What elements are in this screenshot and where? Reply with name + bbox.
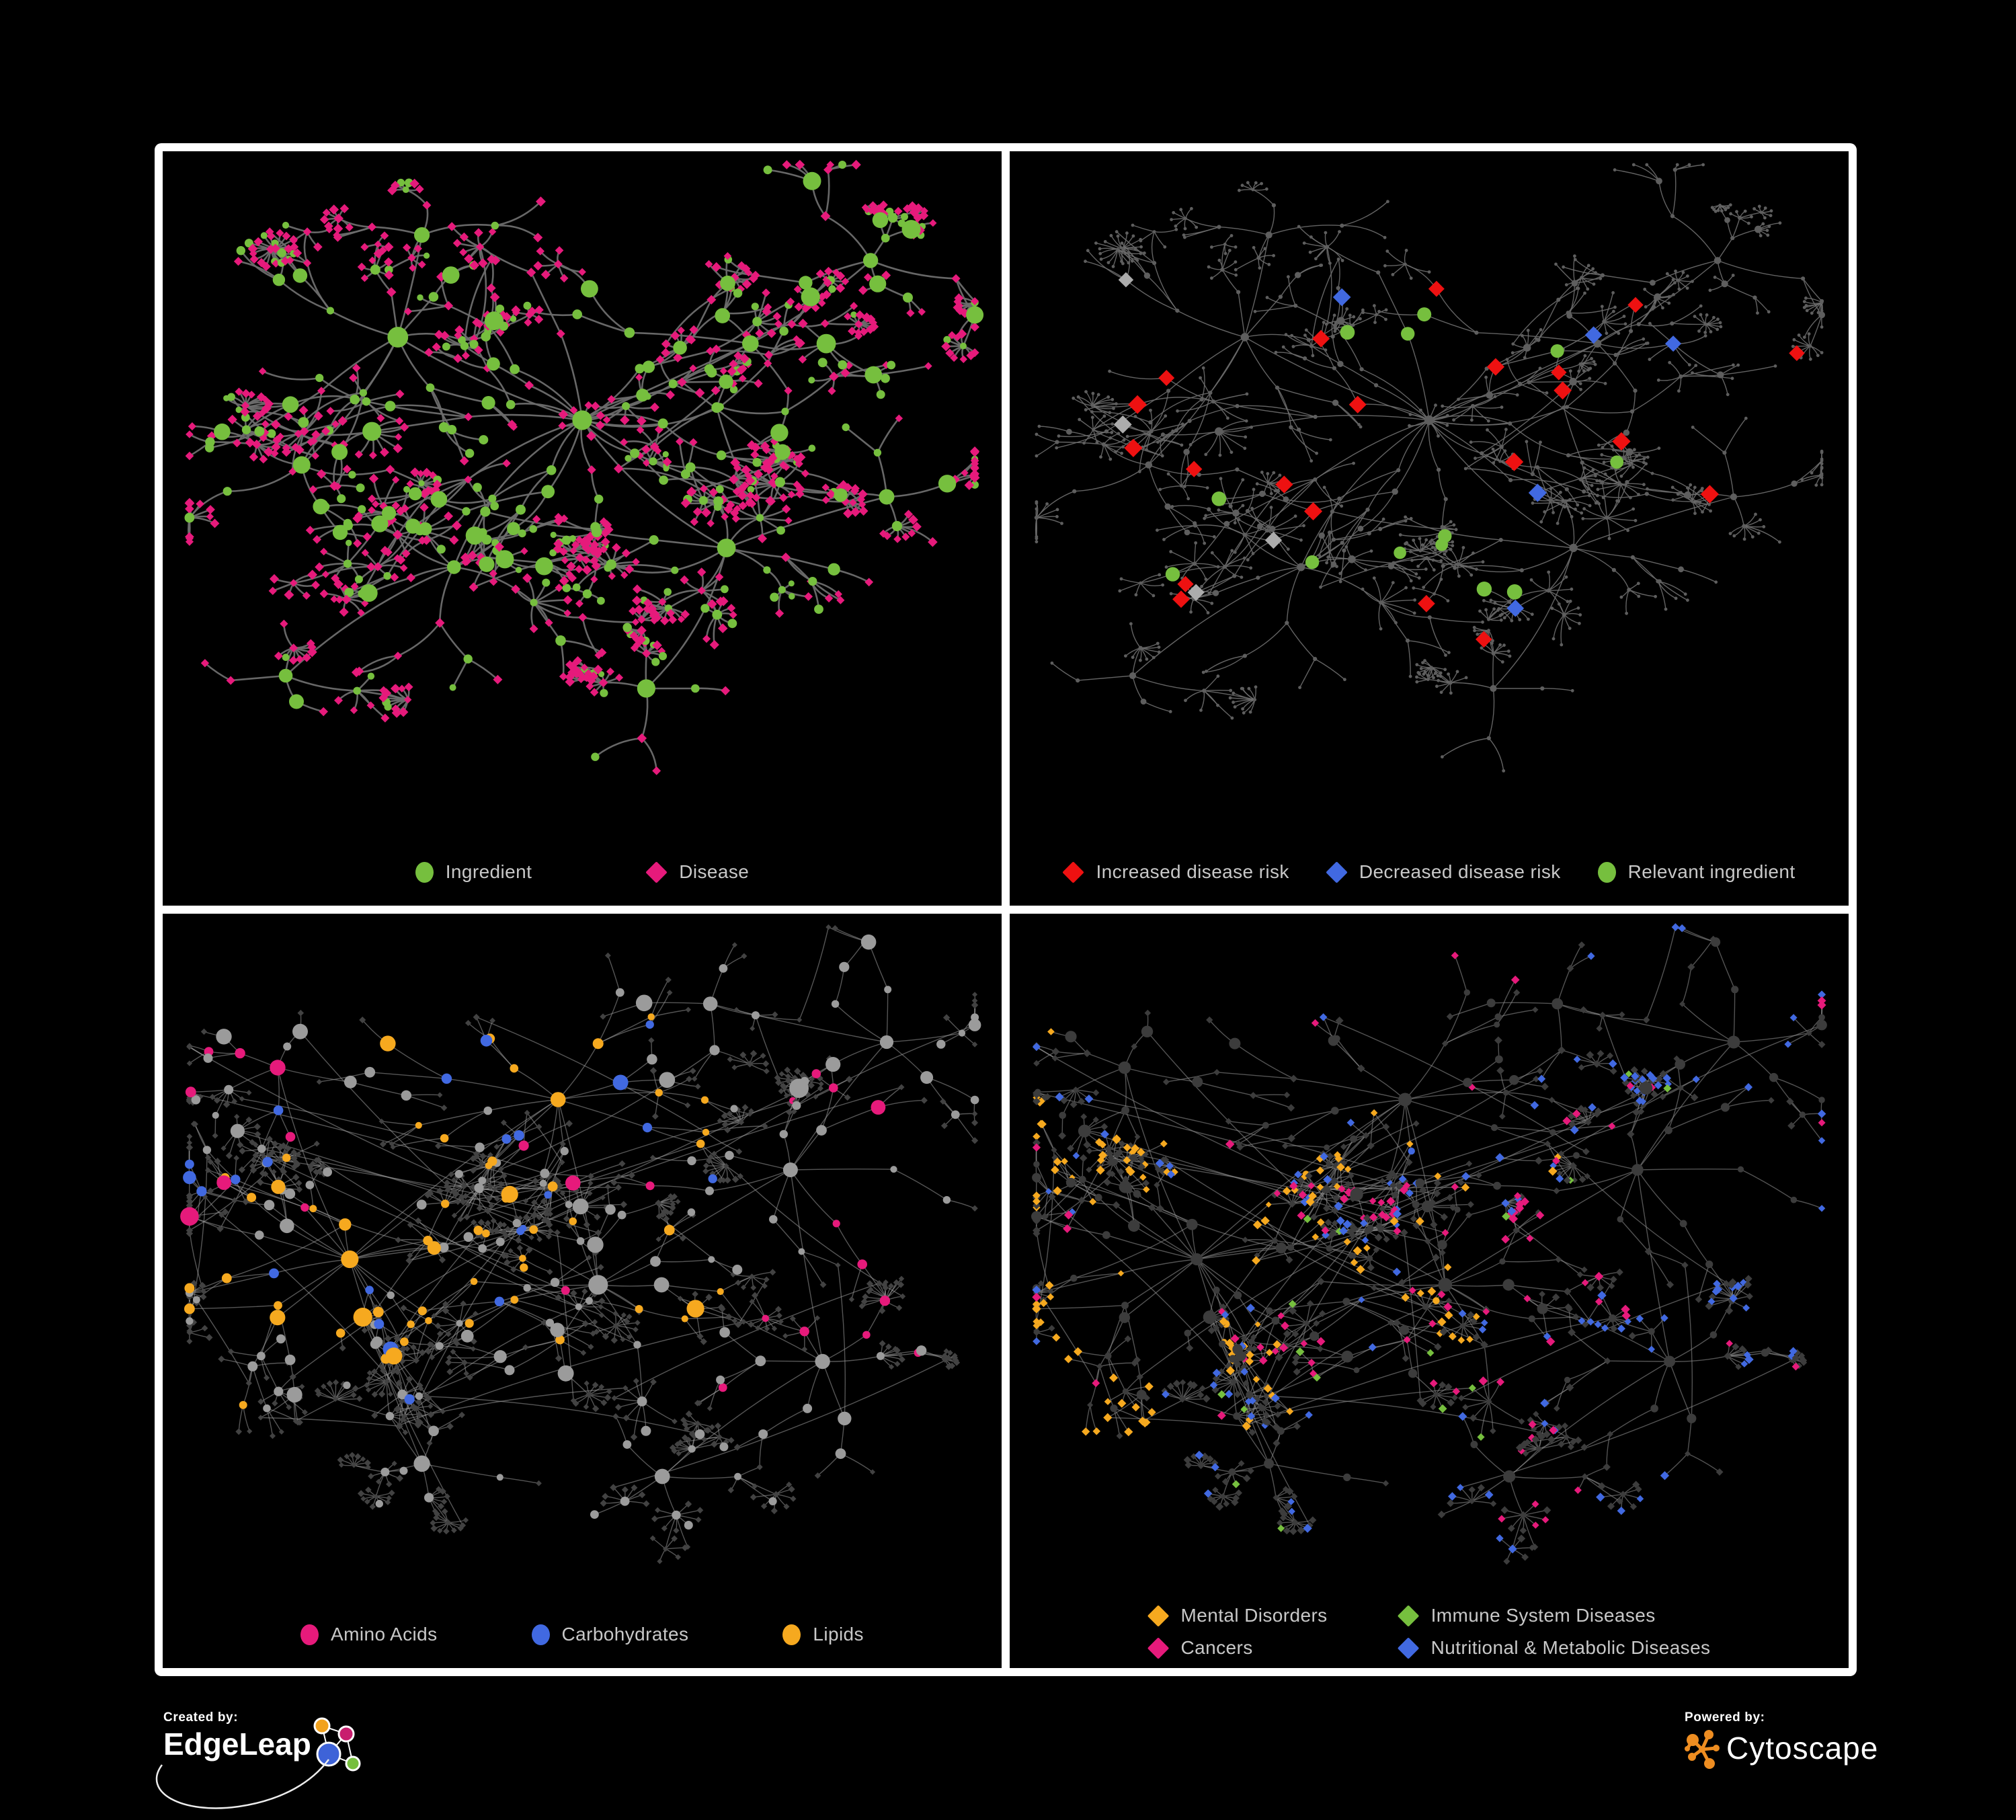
legend-label: Immune System Diseases	[1430, 1605, 1656, 1626]
network-graph-disease-risk	[1034, 163, 1825, 773]
legend-item: Cancers	[1147, 1636, 1328, 1659]
network-graph-macronutrients	[180, 924, 981, 1565]
legend-circle-icon	[300, 1624, 319, 1645]
legend-item: Amino Acids	[300, 1624, 437, 1645]
powered-by-label: Powered by:	[1685, 1710, 1765, 1725]
edgeleap-logo-icon	[313, 1717, 361, 1772]
legend-label: Amino Acids	[331, 1624, 438, 1645]
legend-item: Lipids	[782, 1624, 864, 1645]
network-graph-ingredient-disease	[184, 159, 984, 775]
legend-diamond-icon	[1147, 1604, 1170, 1627]
legend-circle-icon	[782, 1624, 801, 1645]
panel-disease-risk: Increased disease risk Decreased disease …	[1010, 151, 1849, 906]
legend-label: Decreased disease risk	[1359, 861, 1561, 882]
legend-item: Decreased disease risk	[1326, 861, 1561, 883]
legend-circle-icon	[531, 1624, 550, 1645]
legend-macronutrients: Amino Acids Carbohydrates Lipids	[163, 1624, 1002, 1645]
cytoscape-logo-icon	[1685, 1730, 1720, 1769]
legend-diamond-icon	[1147, 1636, 1170, 1659]
legend-disease-risk: Increased disease risk Decreased disease …	[1010, 861, 1849, 883]
legend-label: Nutritional & Metabolic Diseases	[1430, 1637, 1711, 1658]
legend-item: Ingredient	[415, 861, 532, 883]
legend-item: Immune System Diseases	[1397, 1604, 1711, 1627]
legend-label: Increased disease risk	[1096, 861, 1289, 882]
legend-circle-icon	[1597, 861, 1616, 883]
panel-macronutrient-classes: Amino Acids Carbohydrates Lipids	[163, 914, 1002, 1668]
legend-label: Cancers	[1180, 1637, 1253, 1658]
cytoscape-wordmark: Cytoscape	[1726, 1731, 1879, 1766]
legend-label: Lipids	[813, 1624, 864, 1645]
panel-disease-classes: Mental Disorders Immune System Diseases Ca…	[1010, 914, 1849, 1668]
legend-circle-icon	[415, 861, 434, 883]
legend-item: Carbohydrates	[531, 1624, 689, 1645]
legend-label: Carbohydrates	[561, 1624, 689, 1645]
credit-cytoscape: Powered by: Cytoscape	[1685, 1710, 1900, 1791]
credit-edgeleap: Created by: EdgeLeap	[155, 1710, 392, 1809]
network-graph-disease-classes	[1031, 923, 1827, 1565]
legend-item: Disease	[645, 861, 750, 883]
legend-disease-classes: Mental Disorders Immune System Diseases Ca…	[1147, 1604, 1711, 1659]
created-by-label: Created by:	[163, 1710, 239, 1725]
legend-label: Relevant ingredient	[1627, 861, 1796, 882]
edgeleap-wordmark: EdgeLeap	[163, 1727, 311, 1762]
legend-item: Relevant ingredient	[1597, 861, 1796, 883]
figure-grid: Ingredient Disease Increased disease risk…	[155, 143, 1857, 1676]
legend-diamond-icon	[645, 861, 668, 883]
legend-ingredient-disease: Ingredient Disease	[163, 861, 1002, 883]
panel-ingredient-disease: Ingredient Disease	[163, 151, 1002, 906]
legend-item: Nutritional & Metabolic Diseases	[1397, 1636, 1711, 1659]
legend-label: Mental Disorders	[1180, 1605, 1328, 1626]
legend-diamond-icon	[1326, 861, 1348, 883]
legend-diamond-icon	[1062, 861, 1085, 883]
legend-label: Disease	[679, 861, 750, 882]
legend-item: Increased disease risk	[1062, 861, 1289, 883]
legend-diamond-icon	[1397, 1636, 1420, 1659]
legend-label: Ingredient	[445, 861, 532, 882]
legend-diamond-icon	[1397, 1604, 1420, 1627]
legend-item: Mental Disorders	[1147, 1604, 1328, 1627]
